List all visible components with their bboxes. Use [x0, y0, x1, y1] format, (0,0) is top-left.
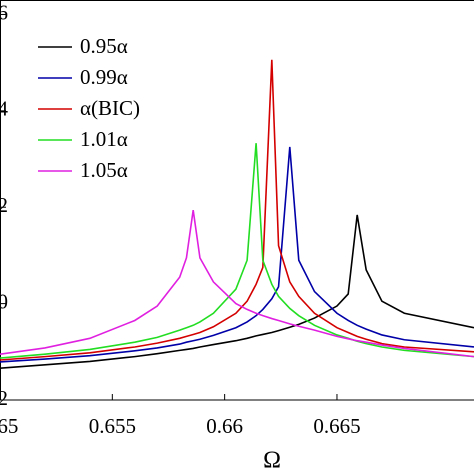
plot-frame [0, 0, 474, 401]
series-line [0, 214, 474, 369]
x-tick-label: 0.65 [0, 414, 18, 438]
x-tick-label: 0.665 [313, 414, 360, 438]
legend-label: 1.01α [80, 127, 128, 151]
x-axis-label: Ω [263, 448, 281, 474]
series-line [0, 210, 474, 358]
series-line [0, 146, 474, 363]
legend-label: 0.95α [80, 34, 128, 58]
legend-label: α(BIC) [80, 96, 140, 120]
legend-label: 1.05α [80, 158, 128, 182]
y-tick-label: 2 [0, 193, 8, 217]
y-tick-label: 0 [0, 289, 8, 313]
x-tick-label: 0.66 [206, 414, 243, 438]
x-tick-label: 0.655 [89, 414, 136, 438]
y-tick-label: 6 [0, 0, 8, 24]
y-tick-label: 2 [0, 386, 8, 410]
y-tick-label: 4 [0, 97, 9, 121]
series-line [0, 143, 474, 359]
legend-label: 0.99α [80, 65, 128, 89]
series-line [0, 59, 474, 361]
